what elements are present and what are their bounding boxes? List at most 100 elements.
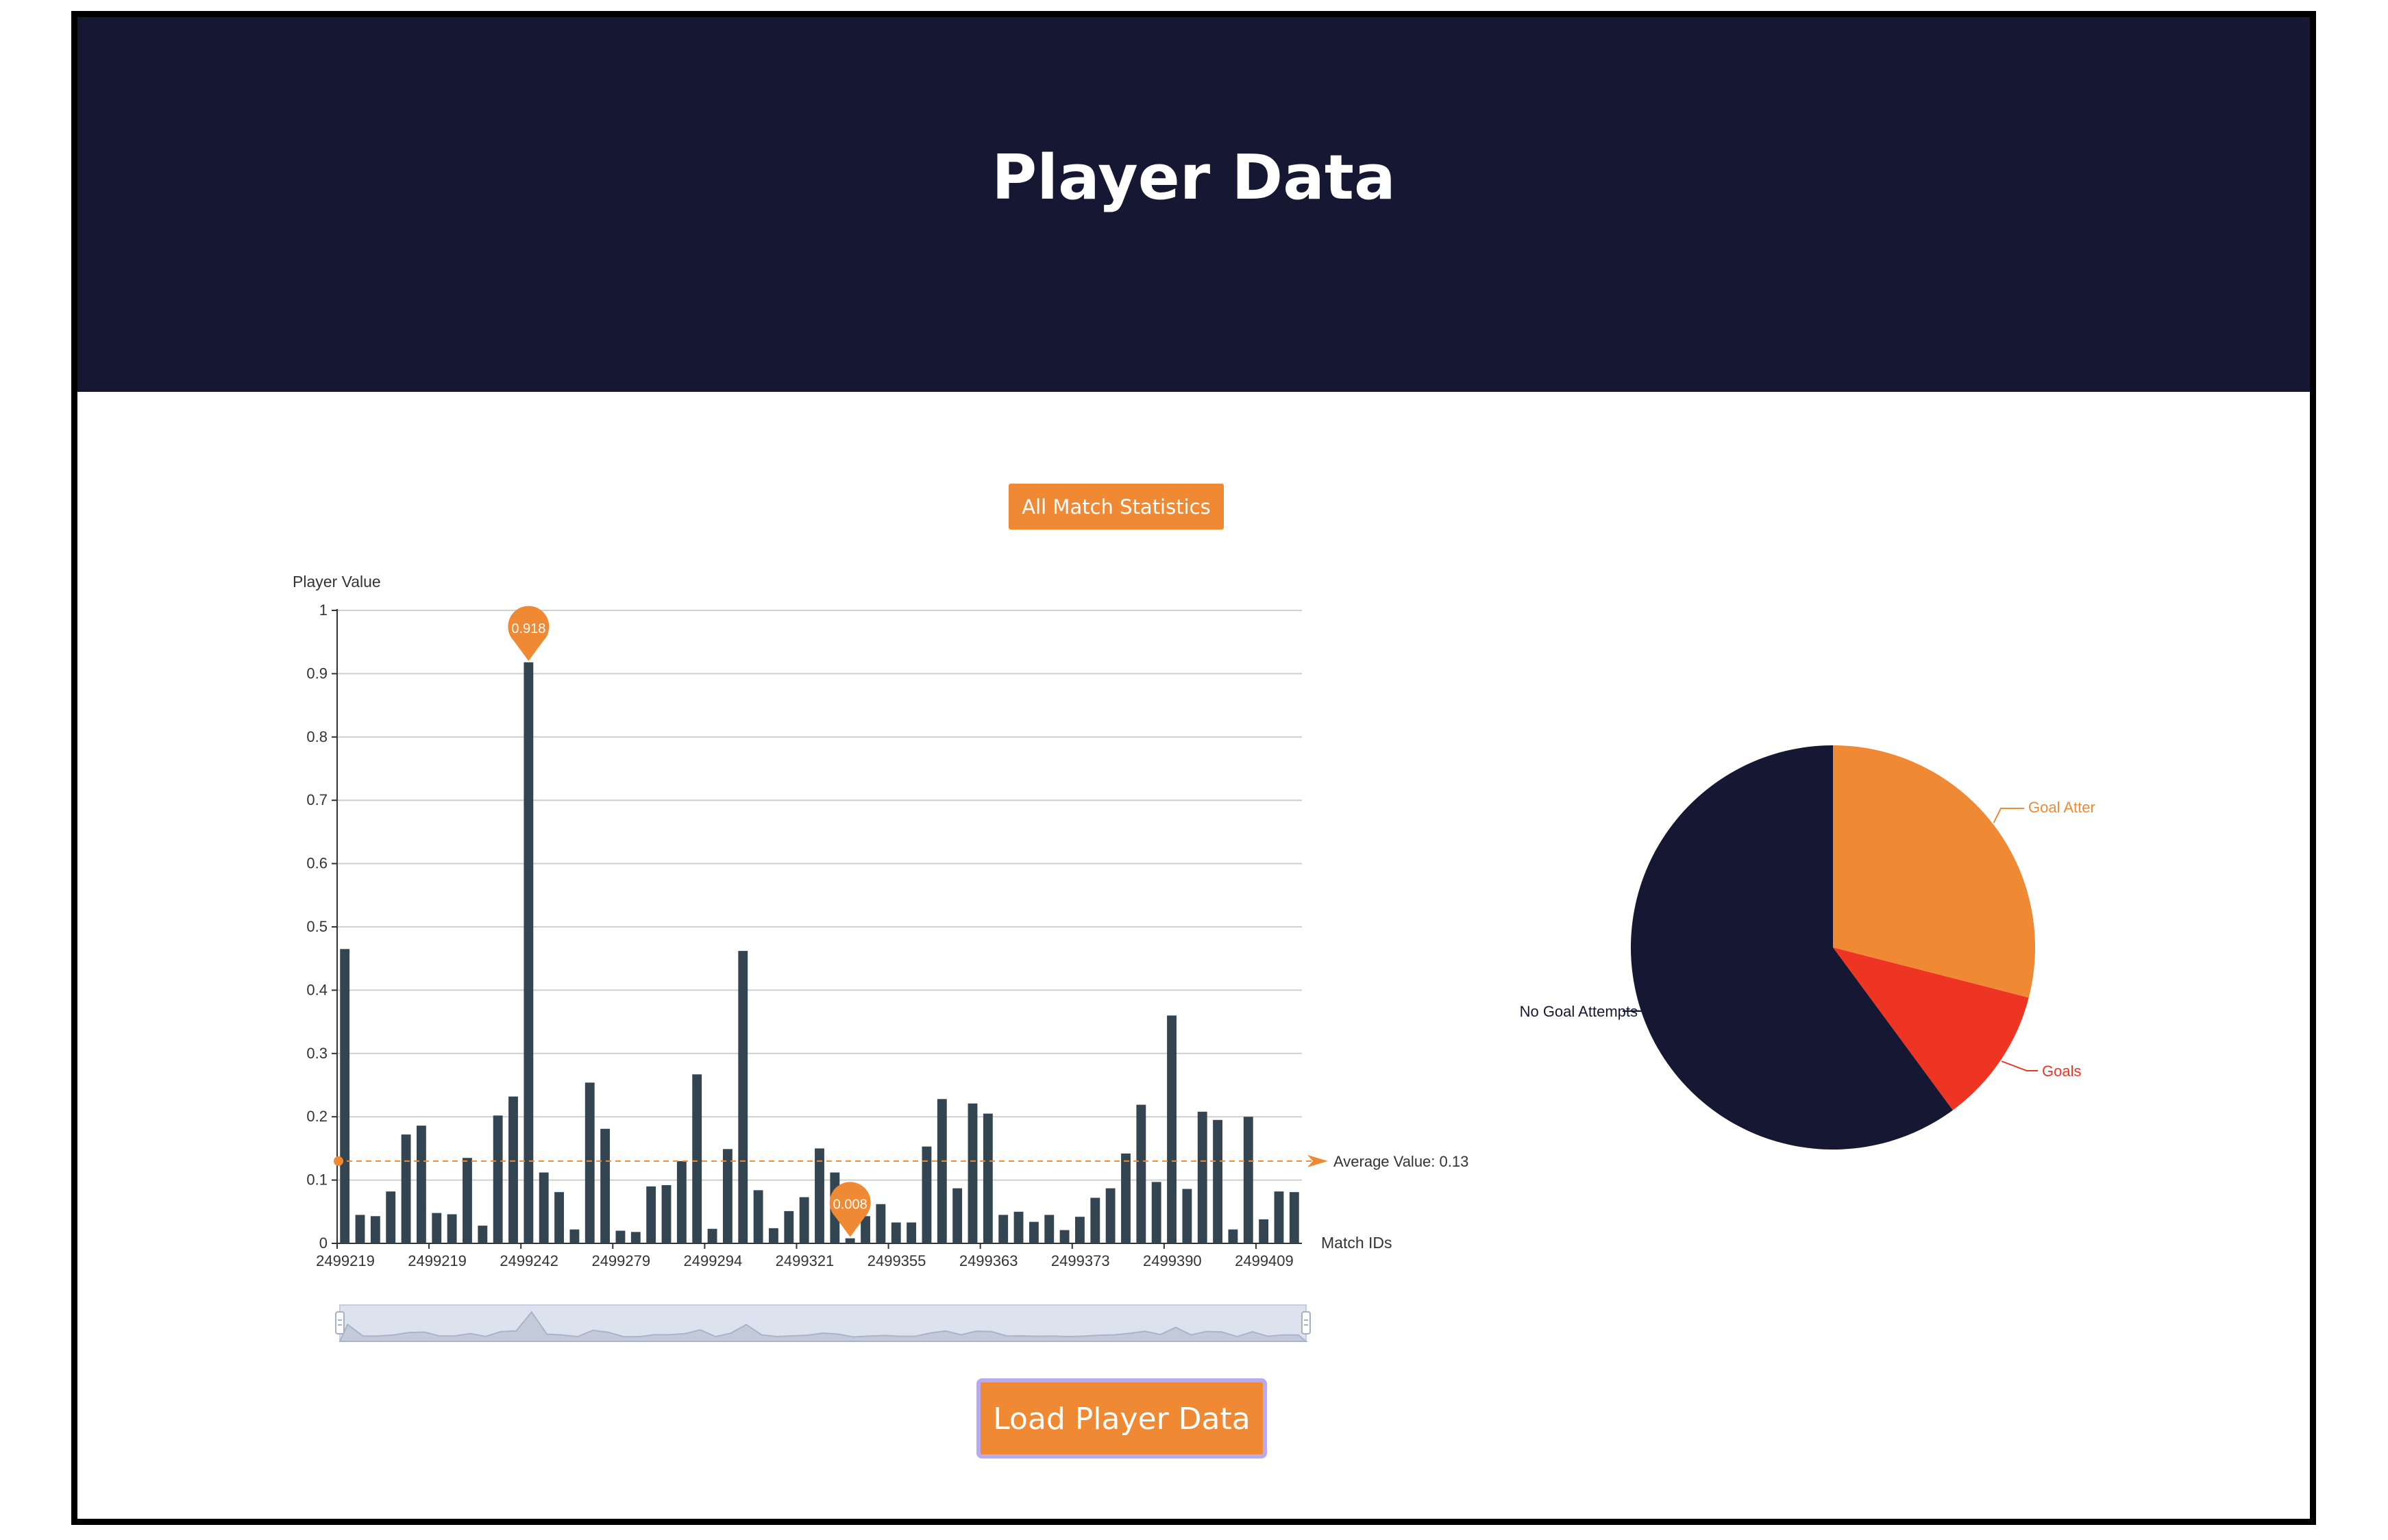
bar: [692, 1074, 702, 1243]
x-tick-label: 2499363: [959, 1252, 1018, 1269]
bar: [584, 1082, 595, 1243]
x-tick-label: 2499219: [408, 1252, 467, 1269]
y-tick-label: 0.9: [306, 665, 328, 682]
zoom-handle-right[interactable]: [1301, 1311, 1311, 1334]
bar: [1182, 1189, 1192, 1243]
pie-slice-label: No Goal Attempts: [1520, 1003, 1638, 1020]
bar: [1167, 1015, 1177, 1243]
app-frame: [71, 11, 2316, 1525]
bar: [676, 1160, 687, 1243]
bar: [707, 1228, 717, 1243]
x-tick-label: 2499294: [684, 1252, 743, 1269]
zoom-handle-left[interactable]: [335, 1311, 345, 1334]
bar: [1259, 1219, 1269, 1243]
pie-slice: [1833, 745, 2035, 998]
bar: [493, 1115, 503, 1243]
y-tick-label: 1: [319, 601, 328, 619]
max-marker-label: 0.918: [511, 621, 545, 636]
bar: [630, 1232, 641, 1243]
x-tick-label: 2499219: [316, 1252, 375, 1269]
x-tick-label: 2499390: [1143, 1252, 1202, 1269]
bar: [952, 1188, 963, 1243]
y-tick-label: 0.6: [306, 855, 328, 872]
bar: [355, 1215, 365, 1243]
y-tick-label: 0.1: [306, 1171, 328, 1189]
bar: [738, 951, 748, 1243]
bar: [508, 1096, 518, 1243]
bar: [615, 1230, 626, 1243]
bar: [646, 1186, 656, 1243]
bar: [386, 1191, 396, 1243]
bar: [1151, 1182, 1161, 1243]
page-title: Player Data: [992, 142, 1396, 214]
bar: [753, 1190, 763, 1243]
x-tick-label: 2499409: [1235, 1252, 1294, 1269]
x-tick-label: 2499373: [1051, 1252, 1110, 1269]
bar: [983, 1113, 993, 1243]
bar: [1213, 1119, 1223, 1243]
bar: [524, 662, 534, 1243]
y-tick-label: 0.4: [306, 981, 328, 998]
max-marker-pin: [508, 606, 550, 661]
x-tick-label: 2499279: [591, 1252, 650, 1269]
bar: [1105, 1188, 1116, 1243]
y-tick-label: 0.3: [306, 1045, 328, 1062]
pie-label-line: [2001, 1060, 2038, 1071]
bar: [1243, 1117, 1253, 1243]
bar: [998, 1215, 1009, 1243]
y-tick-label: 0.7: [306, 791, 328, 808]
bar: [1274, 1191, 1284, 1243]
all-match-statistics-button[interactable]: All Match Statistics: [1009, 484, 1224, 530]
bar: [401, 1134, 411, 1243]
bar: [1121, 1153, 1131, 1243]
bar: [1059, 1230, 1070, 1243]
bar: [799, 1197, 809, 1243]
pie-label-line: [1993, 808, 2024, 823]
bar: [1136, 1104, 1146, 1243]
average-line-arrow: [1307, 1154, 1328, 1167]
pie-slice-label: Goals: [2042, 1063, 2081, 1080]
bar: [891, 1222, 901, 1243]
pie-slice: [1631, 745, 1953, 1150]
bar: [1075, 1217, 1085, 1243]
bar: [1090, 1197, 1100, 1243]
min-marker-label: 0.008: [833, 1197, 867, 1213]
bar: [922, 1146, 932, 1243]
bar: [539, 1172, 549, 1243]
bar: [1044, 1215, 1055, 1243]
bar: [876, 1204, 886, 1243]
bar: [600, 1128, 611, 1243]
bar: [1289, 1192, 1299, 1243]
bar: [416, 1126, 426, 1243]
bar: [815, 1148, 824, 1243]
bar: [861, 1216, 870, 1243]
load-player-data-button[interactable]: Load Player Data: [976, 1378, 1267, 1458]
x-tick-label: 2499355: [867, 1252, 926, 1269]
bar: [463, 1158, 472, 1243]
bar: [968, 1103, 978, 1243]
bar: [1013, 1211, 1024, 1243]
bar: [845, 1238, 855, 1243]
data-zoom-slider[interactable]: [335, 1304, 1311, 1342]
bar: [340, 949, 350, 1243]
bar: [1197, 1111, 1207, 1243]
bar: [907, 1222, 917, 1243]
zoom-preview-area: [338, 1311, 1308, 1342]
min-marker-pin: [829, 1182, 871, 1237]
bar: [478, 1226, 488, 1243]
bar: [661, 1184, 672, 1243]
bar: [569, 1229, 580, 1243]
pie-slice: [1833, 947, 2029, 1110]
bar: [432, 1213, 442, 1243]
y-tick-label: 0.8: [306, 728, 328, 745]
bar: [1029, 1221, 1039, 1243]
bar: [370, 1216, 380, 1243]
average-value-label: Average Value: 0.13: [1333, 1153, 1468, 1170]
goal-attempts-pie-chart: Goal Atter Goals No Goal Attempts: [1520, 745, 2095, 1150]
bar: [447, 1214, 457, 1243]
y-tick-label: 0.5: [306, 918, 328, 935]
page-header: [77, 17, 2310, 392]
y-tick-label: 0.2: [306, 1108, 328, 1125]
bar: [784, 1210, 794, 1243]
